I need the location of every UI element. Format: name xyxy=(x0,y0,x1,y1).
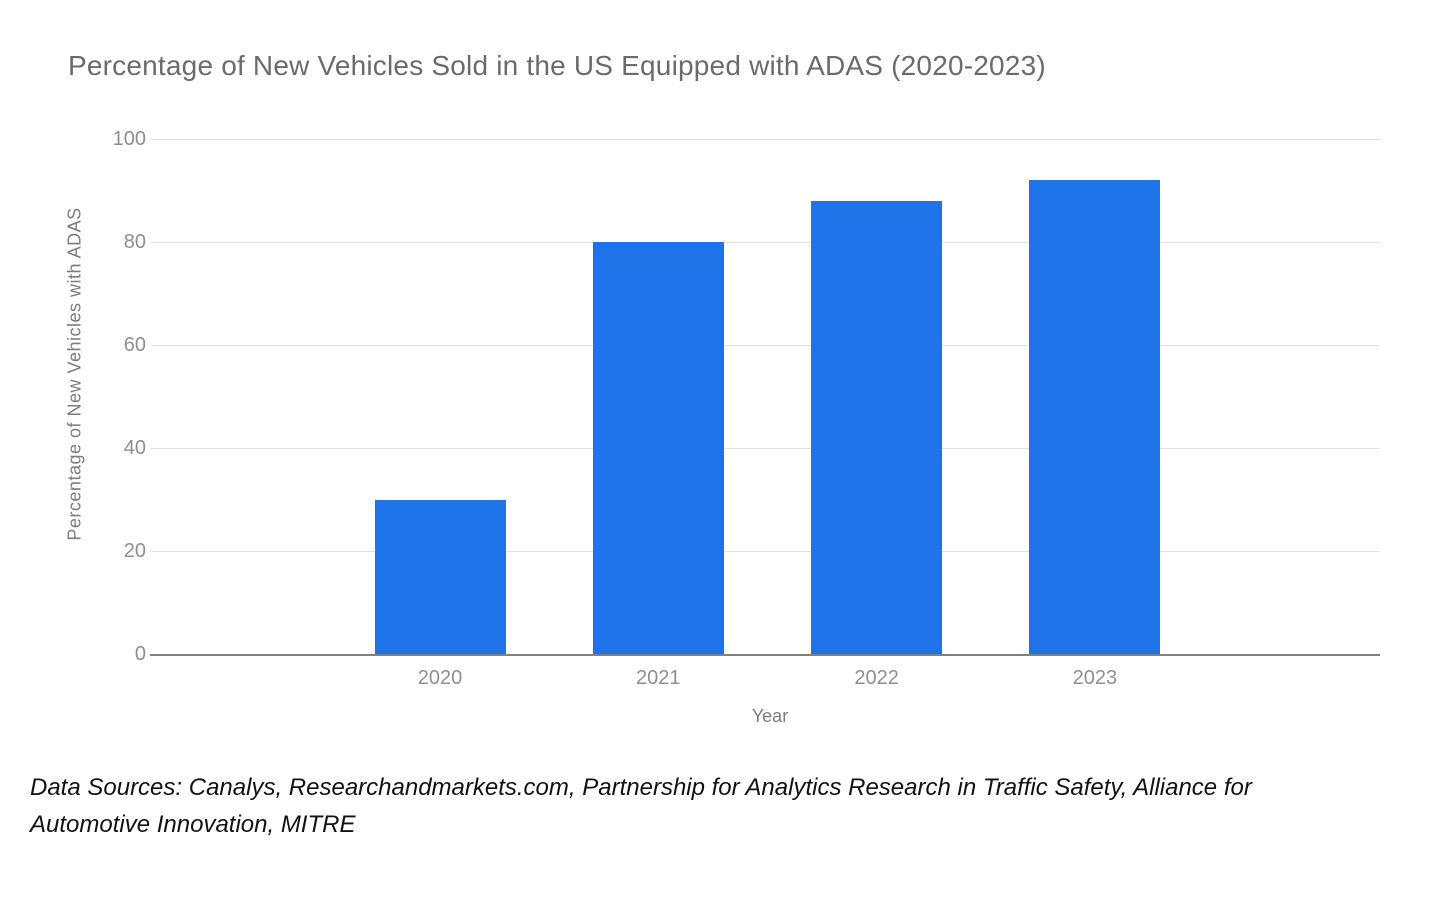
data-sources-note: Data Sources: Canalys, Researchandmarket… xyxy=(30,774,1252,838)
bar-chart: Percentage of New Vehicles Sold in the U… xyxy=(64,50,1380,726)
bar-2023 xyxy=(1029,180,1161,654)
y-tick-label: 100 xyxy=(112,128,146,150)
gridline xyxy=(150,448,1380,449)
plot-area xyxy=(150,139,1380,656)
y-axis-title: Percentage of New Vehicles with ADAS xyxy=(64,207,85,541)
y-tick-label: 0 xyxy=(134,643,146,665)
gridline xyxy=(150,551,1380,552)
bar-2020 xyxy=(374,499,506,654)
x-tick-label: 2021 xyxy=(636,667,681,689)
x-axis-title: Year xyxy=(751,706,789,726)
x-tick-label: 2020 xyxy=(417,667,463,689)
gridline xyxy=(150,139,1380,140)
y-tick-label: 60 xyxy=(123,334,146,356)
y-tick-label: 80 xyxy=(123,231,146,253)
bar-2021 xyxy=(592,242,724,654)
x-tick-label: 2023 xyxy=(1072,667,1118,689)
gridline xyxy=(150,345,1380,346)
chart-title: Percentage of New Vehicles Sold in the U… xyxy=(68,50,1046,81)
y-tick-label: 20 xyxy=(123,540,146,562)
x-tick-label: 2022 xyxy=(854,667,899,689)
gridline xyxy=(150,242,1380,243)
bar-2022 xyxy=(811,200,943,654)
y-tick-label: 40 xyxy=(123,437,146,459)
